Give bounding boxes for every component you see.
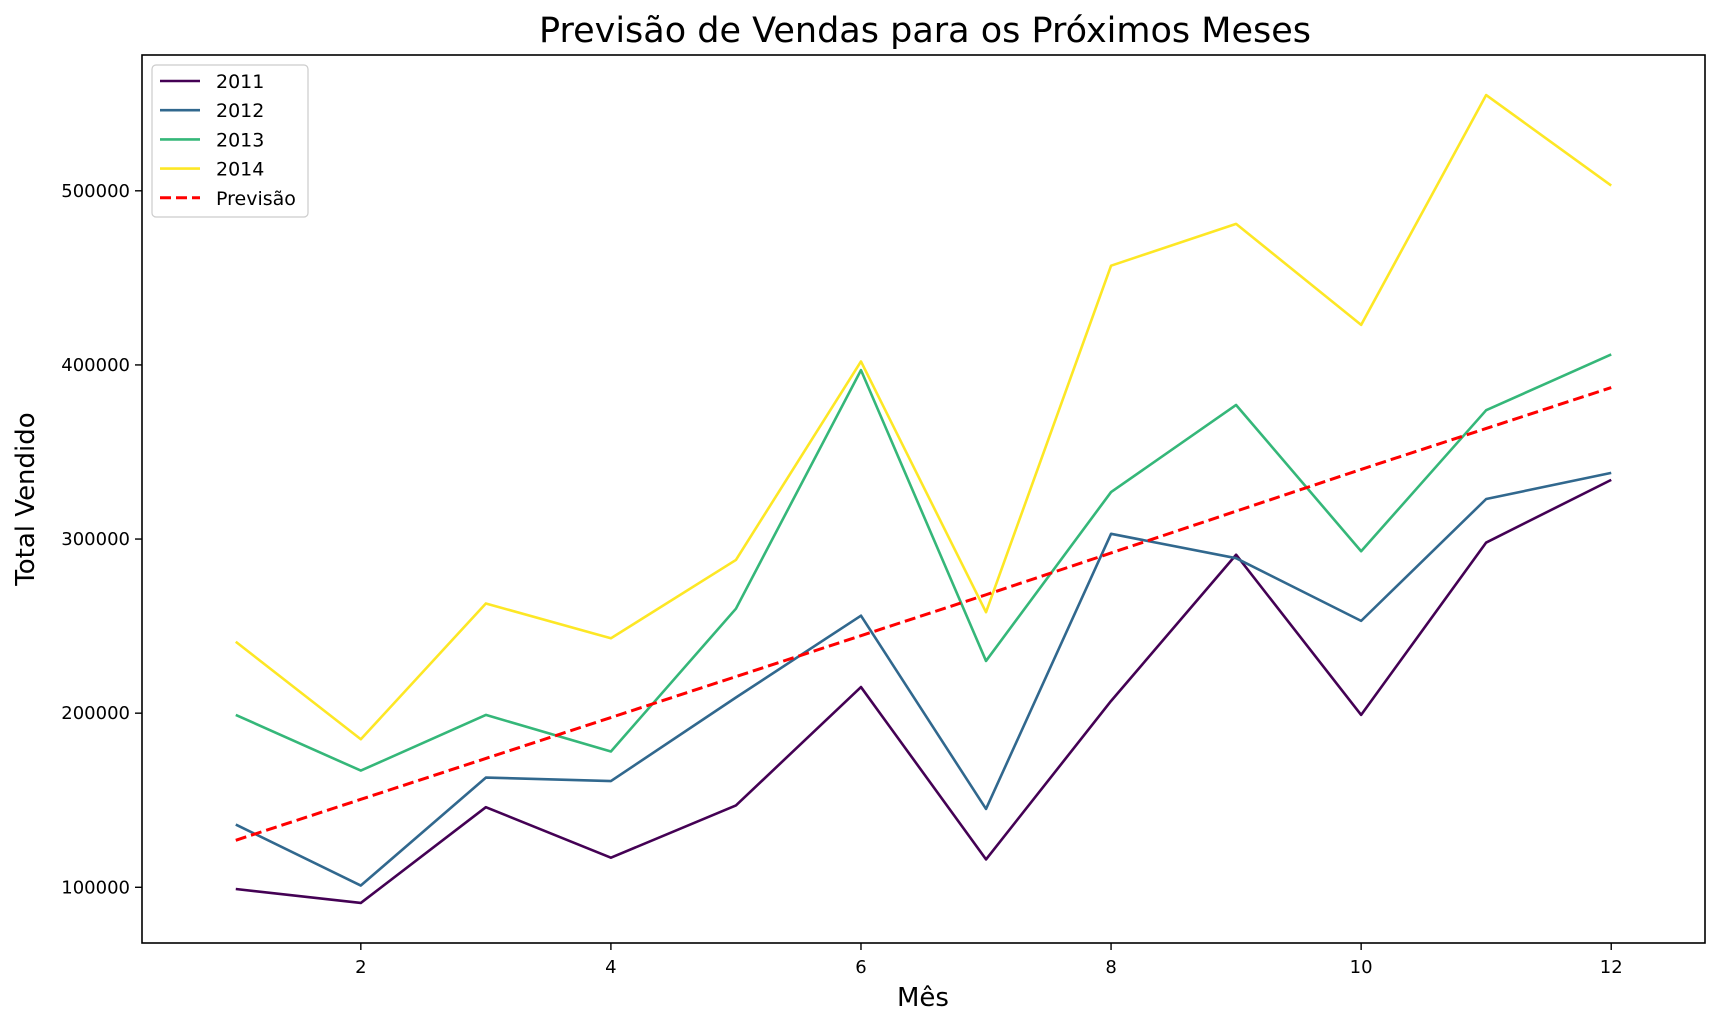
y-tick-label: 100000 — [61, 877, 130, 898]
x-tick-label: 8 — [1105, 957, 1116, 978]
series-line-2013 — [235, 353, 1612, 772]
x-tick-label: 10 — [1350, 957, 1373, 978]
plot-area-frame — [141, 54, 1706, 944]
y-axis-label: Total Vendido — [11, 412, 41, 586]
x-tick-label: 2 — [355, 957, 366, 978]
series-line-2011 — [235, 478, 1612, 905]
legend-box — [151, 64, 309, 218]
legend: 2011 2012 2013 2014 Previsão — [151, 64, 309, 218]
series-line-2012 — [235, 471, 1612, 887]
x-axis-label: Mês — [897, 983, 949, 1013]
series-line-2014 — [234, 93, 1612, 741]
y-tick-label: 200000 — [61, 703, 130, 724]
legend-entries: 2011 2012 2013 2014 Previsão — [160, 71, 296, 210]
chart-title: Previsão de Vendas para os Próximos Mese… — [539, 11, 1311, 51]
y-tick-label: 500000 — [61, 181, 130, 202]
x-tick-label: 4 — [605, 957, 616, 978]
x-tick-label: 12 — [1600, 957, 1623, 978]
y-axis-ticks: 100000 200000 300000 400000 500000 — [61, 181, 142, 898]
legend-label-2014: 2014 — [216, 159, 264, 181]
legend-label-2011: 2011 — [216, 71, 264, 93]
series-line-previs-o — [235, 386, 1612, 842]
y-tick-label: 300000 — [61, 529, 130, 550]
series-layer — [234, 93, 1612, 905]
legend-label-2012: 2012 — [216, 100, 264, 122]
x-axis-ticks: 2 4 6 8 10 12 — [355, 943, 1623, 978]
legend-label-previs-o: Previsão — [216, 188, 296, 210]
x-tick-label: 6 — [855, 957, 866, 978]
legend-label-2013: 2013 — [216, 129, 264, 151]
y-tick-label: 400000 — [61, 355, 130, 376]
